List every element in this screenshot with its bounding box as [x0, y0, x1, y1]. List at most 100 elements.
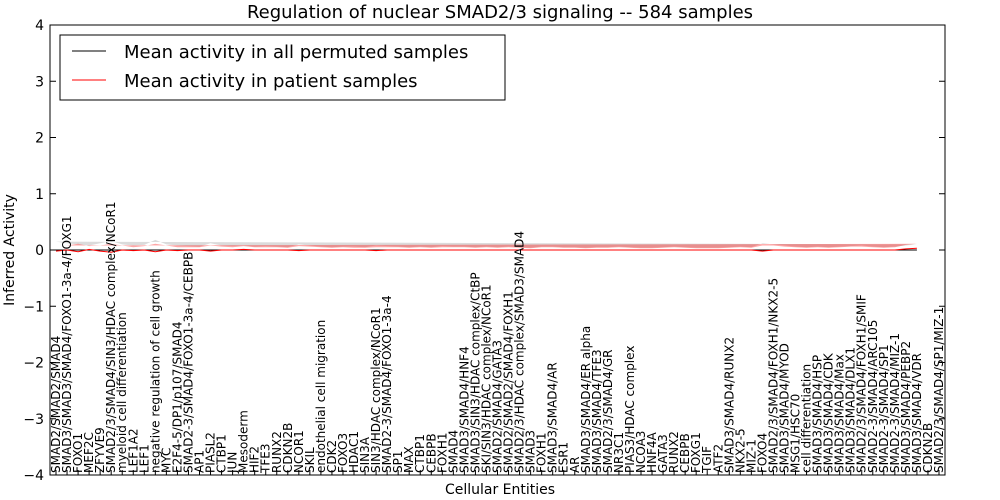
x-tick-label: MYC — [159, 448, 173, 473]
x-tick-label: SIN3A — [358, 436, 372, 473]
legend: Mean activity in all permuted samples Me… — [59, 34, 506, 101]
x-tick-label: CDKN2B — [921, 423, 935, 473]
x-tick-label: SMAD3/SMAD4/RUNX2 — [722, 337, 736, 473]
x-tick-label: SMAD2/SMAD2/SMAD4 — [49, 336, 63, 473]
x-tick-label: SMAD2/3/HDAC complex/SMAD3/SMAD4 — [513, 231, 527, 473]
x-tick-label: NR3C1 — [612, 432, 626, 473]
x-tick-label: CDKN2B — [281, 423, 295, 473]
x-tick-label: CTBP1 — [215, 434, 229, 473]
chart-title: Regulation of nuclear SMAD2/3 signaling … — [247, 2, 753, 23]
x-tick-label: PIAS3/HDAC complex — [623, 346, 637, 473]
y-tick-label: −1 — [23, 299, 44, 315]
x-tick-label: HDAC1 — [347, 431, 361, 473]
x-tick-label: SMAD2/3/SMAD4/SIN3/HDAC complex/NCoR1 — [104, 202, 118, 474]
x-tick-label: FOXO3 — [336, 433, 350, 473]
legend-label-permuted: Mean activity in all permuted samples — [124, 42, 468, 63]
x-tick-label: SMAD3 — [524, 430, 538, 473]
x-tick-label: negative regulation of cell growth — [148, 270, 162, 473]
x-tick-label: SKIL — [303, 447, 317, 473]
x-tick-label: SMAD2/SMAD2/SMAD4/FOXH1 — [502, 291, 516, 473]
x-tick-label: NCOA3 — [634, 431, 648, 473]
x-tick-label: NCOR1 — [292, 430, 306, 473]
plot-area: −4−3−2−101234SMAD2/SMAD2/SMAD4SMAD3/SMAD… — [23, 18, 946, 484]
x-tick-label: MSG1/HSC70 — [789, 394, 803, 473]
y-tick-label: −3 — [23, 412, 44, 428]
y-tick-label: −2 — [23, 356, 44, 372]
y-tick-label: 0 — [35, 243, 44, 259]
x-tick-label: E2F4-5/DP1/p107/SMAD4 — [170, 321, 184, 473]
x-tick-label: HNF4A — [645, 431, 659, 473]
x-tick-label: SMAD3/SMAD4/TFE3 — [590, 349, 604, 473]
x-tick-label: SMAD4 — [446, 430, 460, 473]
x-tick-label: HIF2 — [248, 446, 262, 473]
x-tick-label: SMAD2/SMAD4/GATA3 — [491, 340, 505, 473]
x-tick-label: MIZ-1 — [744, 439, 758, 473]
y-axis-label: Inferred Activity — [2, 194, 18, 306]
x-tick-label: SMAD3/SMAD4/AR — [546, 362, 560, 473]
x-tick-label: CEBPB — [424, 433, 438, 473]
series-line-patient — [55, 247, 917, 253]
x-tick-label: SMAD3/SMAD4/CDK — [822, 352, 836, 473]
x-tick-label: SMAD3/SMAD4/ER alpha — [579, 326, 593, 473]
x-tick-label: LEF1A2 — [126, 428, 140, 473]
y-tick-label: −4 — [23, 468, 44, 484]
x-tick-label: TFE3 — [259, 444, 273, 474]
x-tick-label: AR — [568, 456, 582, 473]
x-tick-label: SMAD2/3/SMAD4/FOXH1/NKX2-5 — [766, 278, 780, 473]
x-tick-label: CEBPB — [678, 433, 692, 473]
x-tick-label: SMAD3/SMAD4/VDR — [910, 353, 924, 473]
x-tick-label: FOXO4 — [755, 433, 769, 473]
x-tick-label: CDK2 — [325, 440, 339, 473]
x-tick-label: FOXO1 — [71, 433, 85, 473]
x-tick-label: endothelial cell migration — [314, 320, 328, 473]
band-patient — [56, 243, 917, 249]
legend-frame — [59, 34, 506, 101]
x-tick-label: GATA3 — [656, 434, 670, 473]
x-tick-label: SMAD3/SMAD4/PEBP2 — [899, 341, 913, 473]
y-tick-label: 4 — [35, 18, 44, 34]
x-axis-label: Cellular Entities — [445, 482, 555, 498]
x-tick-label: Mesoderm — [237, 410, 251, 473]
x-tick-label: myeloid cell differentiation — [115, 312, 129, 473]
x-tick-label: LEF1 — [137, 444, 151, 473]
x-tick-label: SMAD2-3/SMAD4/ARC105 — [866, 320, 880, 473]
x-tick-label: SMAD3/SIN3/HDAC complex/CtBP — [468, 272, 482, 473]
y-tick-label: 3 — [35, 74, 44, 90]
x-tick-label: FOXH1 — [435, 433, 449, 473]
x-tick-label: cell differentiation — [800, 364, 814, 473]
x-tick-label: FOXH1 — [535, 432, 549, 472]
x-tick-label: TGIF — [700, 446, 714, 474]
x-tick-label: SMAD3/SMAD3/SMAD4/FOXO1-3a-4/FOXG1 — [60, 215, 74, 472]
x-tick-label: PIASL2 — [204, 432, 218, 473]
y-tick-label: 1 — [35, 187, 44, 203]
x-tick-label: AP1 — [193, 450, 207, 473]
x-tick-label: SMAD2/3/SMAD4/GR — [601, 350, 615, 474]
x-tick-label: ATF2 — [711, 444, 725, 473]
x-tick-label: ZFYVE9 — [93, 427, 107, 473]
x-tick-label: SMAD2-3/SMAD4/SP1 — [877, 344, 891, 473]
x-tick-label: SIN3/HDAC complex/NCoR1 — [369, 307, 383, 473]
band-permuted — [56, 239, 917, 248]
y-tick-label: 2 — [35, 131, 44, 147]
x-tick-label: SMAD3/SMAD4/HNF4 — [457, 346, 471, 473]
x-tick-label: RUNX2 — [270, 431, 284, 473]
x-tick-label: MEF2C — [82, 432, 96, 473]
x-tick-label: CTBP1 — [413, 434, 427, 473]
legend-label-patient: Mean activity in patient samples — [124, 71, 418, 92]
x-tick-label: SMAD2-3/SMAD4/FOXO1-3a-4 — [380, 295, 394, 473]
x-tick-label: SMAD3/SMAD4/MYOD — [778, 343, 792, 473]
x-tick-label: JUN — [226, 452, 240, 474]
x-tick-label: MAX — [402, 446, 416, 473]
x-tick-label: SP1 — [391, 451, 405, 474]
x-tick-label: SMAD3/SMAD4/HSP — [811, 355, 825, 473]
x-tick-label: SMAD2-3/SMAD4/MIZ-1 — [888, 333, 902, 473]
x-tick-label: NKX2-5 — [733, 428, 747, 473]
x-tick-label: FOXG1 — [689, 432, 703, 473]
x-tick-label: SMAD2-3/SMAD4/FOXO1-3a-4/CEBPB — [181, 252, 195, 473]
x-tick-label: SMAD2/3/SMAD4/SP1/MIZ-1 — [932, 307, 946, 473]
x-tick-label: ESR1 — [557, 442, 571, 473]
x-tick-label: SKI/SIN3/HDAC complex/NCoR1 — [480, 284, 494, 473]
x-tick-label: RUNX2 — [667, 431, 681, 473]
x-tick-label: SMAD3/SMAD4/DLX1 — [844, 347, 858, 473]
